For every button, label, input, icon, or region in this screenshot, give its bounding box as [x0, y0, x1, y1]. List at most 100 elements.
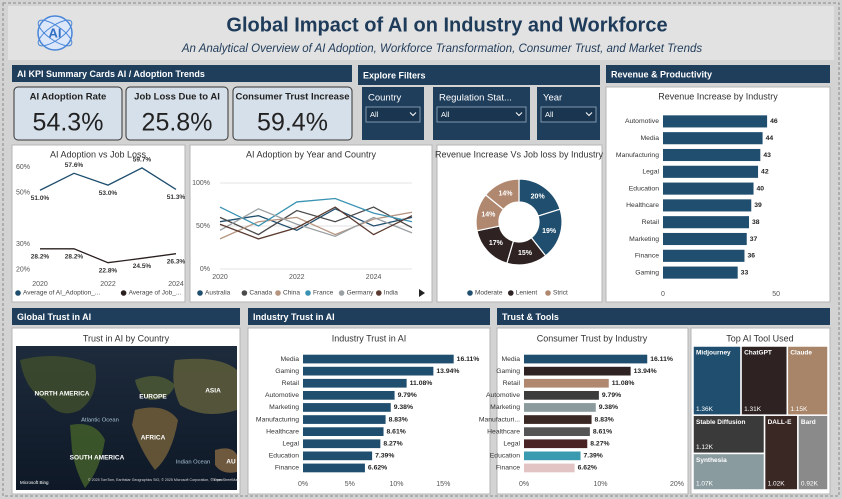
dropdown-chevron	[515, 112, 523, 117]
treemap-cell	[740, 345, 789, 416]
map-label: AFRICA	[141, 435, 166, 442]
dropdown-chevron	[585, 112, 593, 117]
category-label: Retail	[642, 219, 660, 226]
legend-label: Canada	[249, 290, 272, 297]
treemap-cell	[692, 345, 742, 416]
x-tick-label: 0%	[298, 481, 308, 488]
treemap-cell	[763, 414, 799, 491]
bar	[663, 132, 763, 145]
data-label: 13.94%	[634, 368, 657, 375]
x-tick-label: 5%	[345, 481, 355, 488]
section-title: Global Trust in AI	[17, 312, 91, 322]
map-label: Indian Ocean	[176, 460, 210, 466]
legend-swatch	[275, 290, 281, 296]
data-label: 53.0%	[99, 190, 118, 197]
section-title: AI KPI Summary Cards AI / Adoption Trend…	[17, 69, 205, 79]
data-label: 24.5%	[133, 263, 152, 270]
x-tick-label: 50	[772, 291, 780, 298]
legend-swatch	[376, 290, 382, 296]
data-label: 33	[741, 269, 749, 276]
cell-value: 1.15K	[790, 406, 808, 413]
y-tick-label: 50%	[16, 190, 30, 197]
data-label: 9.38%	[394, 404, 413, 411]
filter-label: Regulation Stat...	[439, 93, 512, 104]
category-label: Manufacturing	[256, 416, 299, 423]
filter-label: Country	[368, 93, 402, 104]
bar	[524, 463, 575, 473]
section-title: Explore Filters	[363, 70, 426, 80]
data-label: 16.11%	[650, 356, 673, 363]
legend-scroll[interactable]	[419, 289, 425, 297]
y-tick-label: 100%	[192, 180, 210, 187]
legend-label: Strict	[553, 290, 568, 297]
dropdown[interactable]	[540, 106, 597, 123]
category-label: Gaming	[496, 368, 520, 375]
data-label: 9.79%	[602, 392, 621, 399]
data-label: 51.3%	[167, 194, 186, 201]
panel	[11, 144, 186, 303]
dropdown[interactable]	[436, 106, 527, 123]
kpi-value: 59.4%	[257, 109, 328, 137]
bar	[303, 366, 434, 376]
dropdown[interactable]	[365, 106, 421, 123]
data-label: 38	[752, 219, 760, 226]
series-line	[219, 197, 413, 227]
category-label: Education	[490, 453, 520, 460]
series-line	[219, 206, 413, 236]
map-terms: Terms	[212, 478, 222, 482]
bar	[663, 249, 745, 262]
category-label: Legal	[642, 169, 659, 176]
data-label: 13.94%	[436, 368, 459, 375]
logo	[37, 15, 73, 51]
category-label: Finance	[496, 465, 520, 472]
data-label: 14%	[498, 190, 513, 197]
map-brand: Microsoft Bing	[20, 480, 49, 485]
land	[173, 358, 237, 414]
dropdown-value: All	[370, 110, 379, 119]
data-label: 9.38%	[599, 404, 618, 411]
data-label: 8.83%	[389, 416, 408, 423]
kpi-label: AI Adoption Rate	[30, 92, 107, 103]
chart-title: AI Adoption by Year and Country	[246, 149, 377, 159]
category-label: Marketing	[269, 404, 299, 411]
data-label: 46	[770, 118, 778, 125]
legend-label: Germany	[347, 290, 374, 297]
legend-swatch	[241, 290, 248, 296]
data-label: 8.61%	[593, 428, 612, 435]
data-label: 39	[754, 202, 762, 209]
category-label: Retail	[282, 380, 300, 387]
kpi-value: 54.3%	[33, 109, 104, 137]
legend-label: India	[384, 290, 398, 297]
bar	[303, 451, 373, 461]
kpi-value: 25.8%	[142, 109, 213, 137]
data-label: 22.8%	[99, 267, 118, 274]
cell-value: 0.92K	[801, 481, 819, 488]
logo-orbit	[37, 19, 73, 47]
legend-label: Lenient	[516, 290, 538, 297]
category-label: Manufacturi...	[479, 416, 520, 423]
legend-swatch	[545, 290, 551, 296]
bar	[663, 148, 761, 162]
chart-title: Revenue Increase by Industry	[658, 91, 778, 101]
donut-segment	[484, 178, 520, 211]
title: Global Impact of AI on Industry and Work…	[226, 14, 667, 36]
x-tick-label: 15%	[436, 481, 450, 488]
x-tick-label: 2022	[289, 274, 305, 281]
kpi-card	[125, 86, 229, 141]
data-label: 7.39%	[584, 453, 603, 460]
treemap-cell	[692, 452, 766, 491]
data-label: 51.0%	[31, 195, 50, 202]
land	[135, 376, 175, 400]
treemap-cell	[797, 414, 829, 491]
data-label: 59.7%	[133, 157, 152, 164]
map-label: EUROPE	[139, 394, 167, 401]
chart-title: Industry Trust in AI	[332, 333, 407, 343]
bar	[303, 354, 454, 364]
category-label: Legal	[503, 441, 520, 448]
category-label: Retail	[503, 380, 521, 387]
cell-label: Claude	[790, 350, 812, 357]
data-label: 8.61%	[387, 428, 406, 435]
map-label: NORTH AMERICA	[34, 391, 89, 398]
data-label: 11.08%	[410, 380, 433, 387]
x-tick-label: 2022	[100, 281, 116, 288]
